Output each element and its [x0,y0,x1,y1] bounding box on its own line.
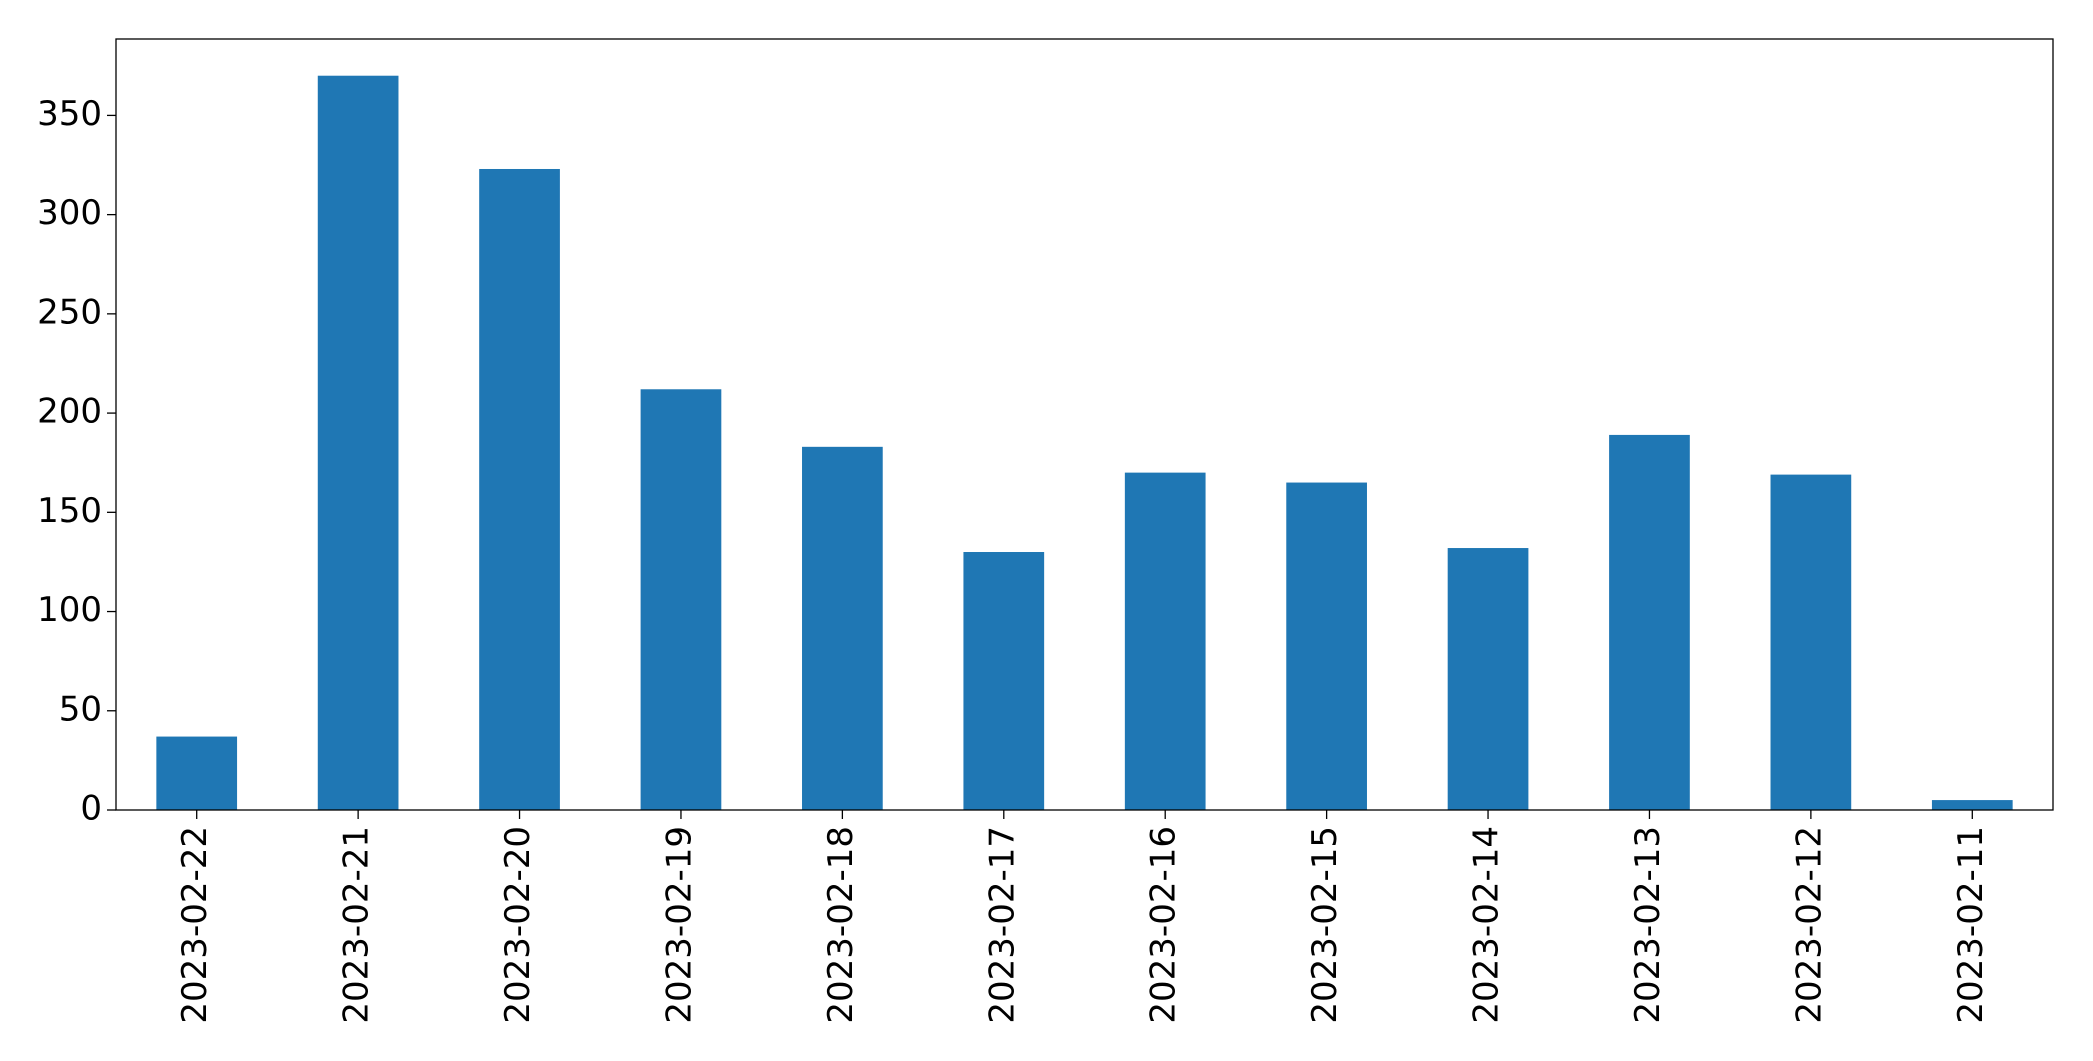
y-tick-label: 300 [37,193,102,233]
x-tick-label: 2023-02-18 [821,826,861,1024]
x-tick-label: 2023-02-15 [1305,826,1345,1024]
bar [1447,548,1529,810]
bar [479,168,560,811]
bar [1931,800,2013,810]
y-tick-label: 350 [37,94,102,134]
bar [156,736,238,810]
y-tick-label: 150 [37,491,102,531]
y-tick-label: 200 [37,392,102,432]
x-tick-label: 2023-02-21 [337,826,377,1024]
bar [1770,474,1852,810]
x-tick-label: 2023-02-22 [175,826,215,1024]
bar [1609,434,1690,810]
plot-frame [115,38,2054,811]
bar [1124,472,1206,810]
x-tick-label: 2023-02-13 [1628,826,1668,1024]
x-tick-label: 2023-02-11 [1951,826,1991,1024]
x-tick-label: 2023-02-19 [659,826,699,1024]
x-tick-label: 2023-02-14 [1467,826,1507,1024]
x-tick-label: 2023-02-17 [982,826,1022,1024]
y-tick-label: 0 [80,789,102,829]
bar [317,75,399,810]
bar [802,446,883,810]
x-tick-label: 2023-02-20 [498,826,538,1024]
x-tick-label: 2023-02-16 [1144,826,1184,1024]
y-tick-label: 250 [37,292,102,332]
x-tick-label: 2023-02-12 [1789,826,1829,1024]
y-tick-label: 100 [37,590,102,630]
bar [1286,482,1367,810]
bar [963,552,1045,810]
bar [640,389,722,810]
y-tick-label: 50 [59,689,102,729]
